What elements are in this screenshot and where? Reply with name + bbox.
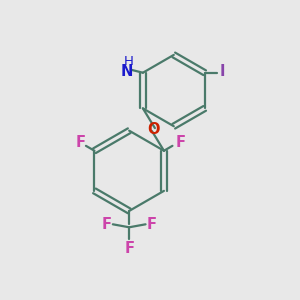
Text: F: F [176, 135, 186, 150]
Text: F: F [146, 217, 157, 232]
Text: N: N [120, 64, 133, 79]
Text: O: O [147, 122, 160, 137]
Text: F: F [102, 217, 112, 232]
Text: F: F [124, 241, 134, 256]
Text: F: F [75, 135, 85, 150]
Text: H: H [124, 55, 134, 68]
Text: I: I [220, 64, 225, 79]
